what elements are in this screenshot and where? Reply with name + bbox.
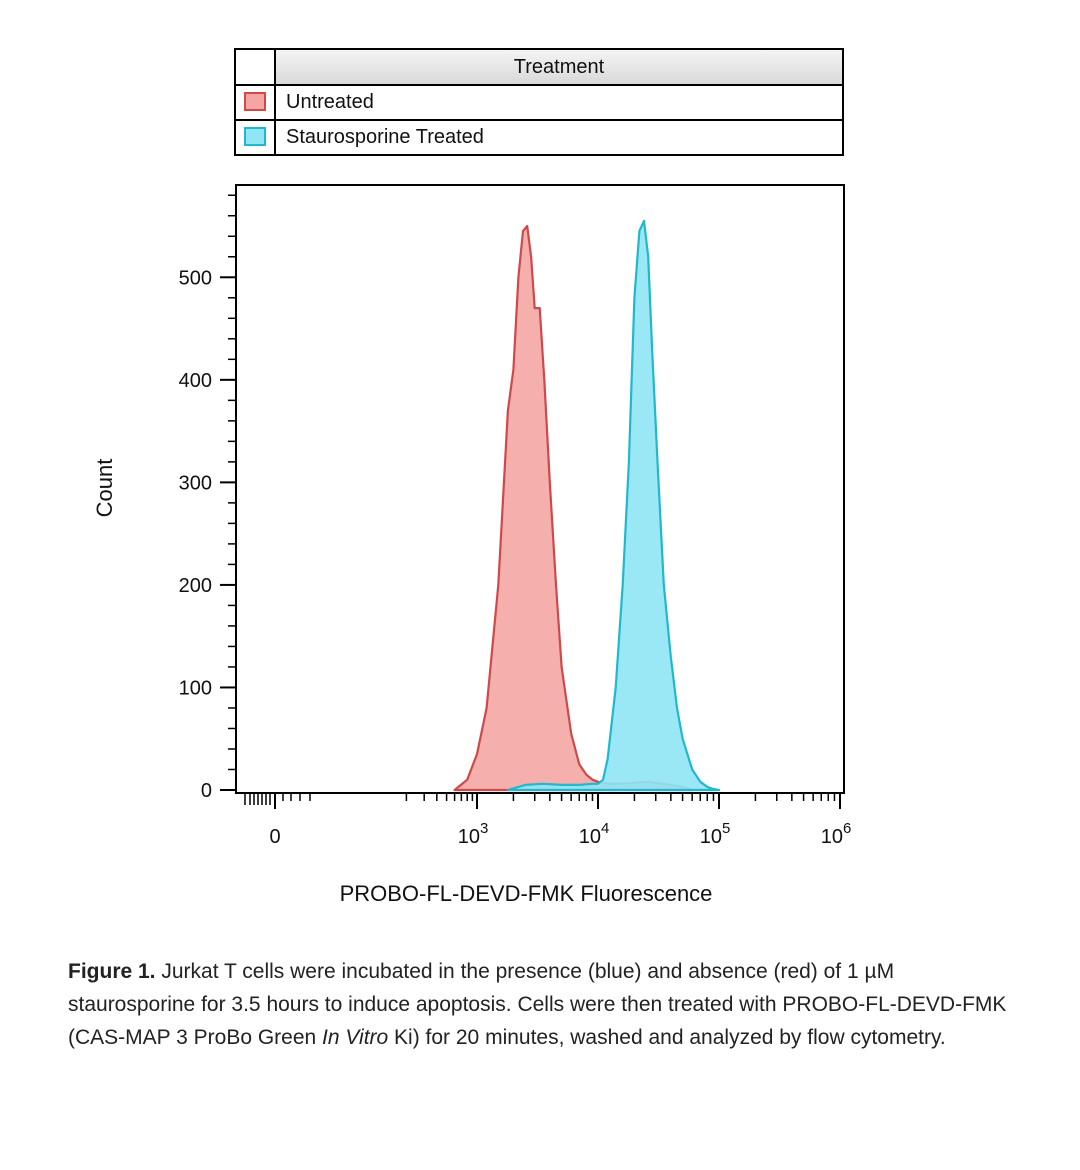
plot-frame <box>235 184 845 794</box>
series-area-staurosporine <box>506 219 721 792</box>
legend-swatch-staurosporine <box>244 127 266 146</box>
legend-header-blank-cell <box>236 50 276 84</box>
x-tick-label: 103 <box>458 820 489 848</box>
histogram-chart: 0 100 200 300 400 500 0 103 104 105 106 <box>179 184 852 848</box>
legend-header: Treatment <box>236 50 842 86</box>
legend-title: Treatment <box>276 50 842 84</box>
x-tick-label: 106 <box>821 820 852 848</box>
legend-table: Treatment Untreated Staurosporine Treate… <box>234 48 844 156</box>
series-layer <box>453 219 721 792</box>
y-tick-label: 300 <box>179 472 212 494</box>
legend-label-staurosporine: Staurosporine Treated <box>286 126 484 148</box>
y-tick-label: 500 <box>179 267 212 289</box>
x-tick-label: 0 <box>269 826 280 848</box>
caption-italic: In Vitro <box>322 1026 389 1049</box>
caption-text-2: Ki) for 20 minutes, washed and analyzed … <box>388 1026 946 1049</box>
axis-layer: 0 100 200 300 400 500 0 103 104 105 106 <box>179 194 852 848</box>
legend-label-untreated: Untreated <box>286 91 374 113</box>
legend-row-staurosporine: Staurosporine Treated <box>236 121 842 154</box>
legend-row-untreated: Untreated <box>236 86 842 121</box>
x-tick-label: 104 <box>579 820 610 848</box>
y-axis-label: Count <box>92 458 117 518</box>
x-axis-label: PROBO-FL-DEVD-FMK Fluorescence <box>339 881 713 906</box>
caption-figure-label: Figure 1. <box>68 960 156 983</box>
caption-text-1: Jurkat T cells were incubated in the pre… <box>68 960 1007 1049</box>
figure-caption: Figure 1. Jurkat T cells were incubated … <box>68 955 1018 1054</box>
y-tick-label: 200 <box>179 575 212 597</box>
legend-swatch-untreated <box>244 92 266 111</box>
x-tick-label: 105 <box>700 820 731 848</box>
y-tick-label: 100 <box>179 677 212 699</box>
y-tick-label: 400 <box>179 370 212 392</box>
y-tick-label: 0 <box>201 780 212 802</box>
